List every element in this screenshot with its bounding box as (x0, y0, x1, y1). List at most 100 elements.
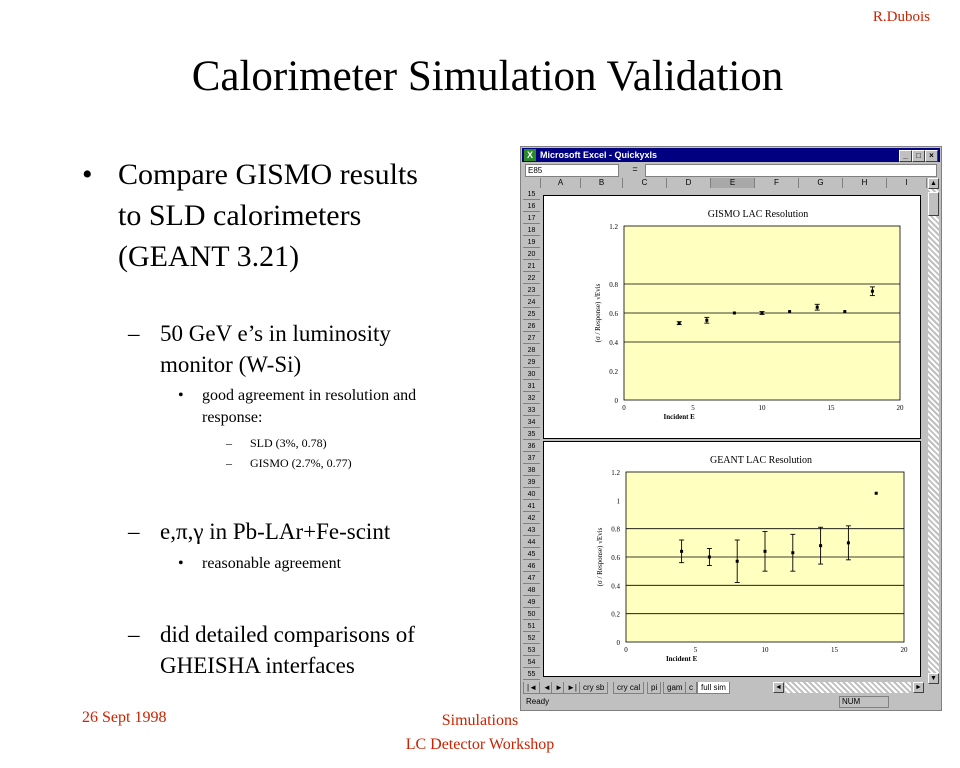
scroll-thumb[interactable] (928, 192, 939, 216)
column-header[interactable]: F (755, 178, 799, 188)
sheet-tab[interactable]: pi (647, 682, 662, 694)
sub-bullet-luminosity: 50 GeV e’s in luminosity monitor (W-Si) (160, 318, 391, 380)
sub-bullet-particles: e,π,γ in Pb-LAr+Fe-scint (160, 519, 391, 544)
sheet-tab[interactable]: cry sb (579, 682, 609, 694)
row-header[interactable]: 28 (523, 345, 540, 356)
row-header[interactable]: 46 (523, 561, 540, 572)
status-ready: Ready (526, 697, 550, 706)
row-header[interactable]: 18 (523, 225, 540, 236)
column-header[interactable]: C (623, 178, 667, 188)
data-point (819, 544, 823, 548)
y-tick-label: 0.4 (611, 582, 620, 590)
data-point (791, 551, 795, 555)
close-button[interactable]: × (925, 150, 938, 162)
row-header[interactable]: 51 (523, 621, 540, 632)
y-tick-label: 0.6 (609, 310, 618, 318)
row-header[interactable]: 30 (523, 369, 540, 380)
row-header[interactable]: 21 (523, 261, 540, 272)
row-header[interactable]: 34 (523, 417, 540, 428)
row-header[interactable]: 38 (523, 465, 540, 476)
row-header[interactable]: 47 (523, 573, 540, 584)
footer-event-line1: Simulations (441, 712, 519, 729)
row-header[interactable]: 23 (523, 285, 540, 296)
hscroll-right-button[interactable]: ► (913, 682, 924, 693)
data-point (735, 559, 739, 563)
detail-agreement: good agreement in resolution and respons… (202, 385, 416, 429)
row-header[interactable]: 41 (523, 501, 540, 512)
row-header[interactable]: 36 (523, 441, 540, 452)
column-header-active[interactable]: E (711, 178, 755, 188)
row-header[interactable]: 27 (523, 333, 540, 344)
row-header[interactable]: 52 (523, 633, 540, 644)
column-header[interactable]: D (667, 178, 711, 188)
x-axis-label: Incident E (666, 655, 698, 663)
y-tick-label: 0.6 (611, 554, 620, 562)
main-bullet-line: to SLD calorimeters (118, 199, 362, 232)
row-header[interactable]: 29 (523, 357, 540, 368)
row-header[interactable]: 40 (523, 489, 540, 500)
maximize-button[interactable]: □ (912, 150, 925, 162)
row-header[interactable]: 43 (523, 525, 540, 536)
sheet-tab-active[interactable]: full sim (697, 682, 730, 694)
row-header[interactable]: 35 (523, 429, 540, 440)
y-tick-label: 1 (617, 497, 621, 505)
chart-title: GEANT LAC Resolution (710, 455, 812, 466)
sub-bullet-line: monitor (W-Si) (160, 352, 302, 377)
row-header[interactable]: 48 (523, 585, 540, 596)
row-header[interactable]: 55 (523, 669, 540, 680)
excel-window-title: Microsoft Excel - Quickyxls (540, 150, 658, 160)
formula-bar[interactable] (645, 164, 937, 177)
x-tick-label: 15 (828, 404, 836, 412)
row-header[interactable]: 17 (523, 213, 540, 224)
gismo-resolution-chart: GISMO LAC Resolution 0 0.2 0.4 0.6 0.8 1.2 0 5 10… (594, 209, 904, 421)
row-header[interactable]: 24 (523, 297, 540, 308)
sheet-tab[interactable]: gam (663, 682, 687, 694)
row-header[interactable]: 16 (523, 201, 540, 212)
row-header[interactable]: 33 (523, 405, 540, 416)
row-header[interactable]: 22 (523, 273, 540, 284)
row-header[interactable]: 31 (523, 381, 540, 392)
row-header[interactable]: 53 (523, 645, 540, 656)
row-header[interactable]: 42 (523, 513, 540, 524)
column-header[interactable]: I (887, 178, 927, 188)
sheet-tab[interactable]: c (685, 682, 697, 694)
row-header[interactable]: 19 (523, 237, 540, 248)
data-point (707, 555, 711, 559)
horizontal-scrollbar-track[interactable] (785, 682, 911, 693)
row-header[interactable]: 45 (523, 549, 540, 560)
sheet-tab[interactable]: cry cal (613, 682, 645, 694)
row-header[interactable]: 20 (523, 249, 540, 260)
gismo-item: GISMO (2.7%, 0.77) (250, 456, 352, 470)
x-tick-label: 0 (622, 404, 626, 412)
row-header[interactable]: 32 (523, 393, 540, 404)
select-all-corner[interactable] (523, 178, 541, 188)
chart-panel-gismo[interactable]: GISMO LAC Resolution 0 0.2 0.4 0.6 0.8 1.2 0 5 10… (543, 195, 921, 439)
geant-resolution-chart: GEANT LAC Resolution 0 0.2 0.4 0.6 0.8 1 1.2 0 5 1… (596, 455, 908, 663)
scroll-up-button[interactable]: ▲ (928, 178, 939, 189)
row-header[interactable]: 49 (523, 597, 540, 608)
hscroll-left-button[interactable]: ◄ (773, 682, 784, 693)
row-header[interactable]: 26 (523, 321, 540, 332)
name-box[interactable]: E85 (525, 164, 619, 177)
minimize-button[interactable]: _ (899, 150, 912, 162)
row-header[interactable]: 39 (523, 477, 540, 488)
row-header[interactable]: 37 (523, 453, 540, 464)
row-header[interactable]: 44 (523, 537, 540, 548)
row-header[interactable]: 15 (523, 189, 540, 200)
column-header[interactable]: H (843, 178, 887, 188)
y-axis-label: (σ / Response) √Evis (594, 283, 602, 342)
scroll-down-button[interactable]: ▼ (928, 673, 939, 684)
sub-bullet-line: 50 GeV e’s in luminosity (160, 321, 391, 346)
column-header[interactable]: B (581, 178, 623, 188)
detail-line: response: (202, 409, 263, 426)
formula-equals-button[interactable]: = (632, 164, 638, 174)
main-bullet: Compare GISMO results to SLD calorimeter… (118, 154, 418, 277)
chart-panel-geant[interactable]: GEANT LAC Resolution 0 0.2 0.4 0.6 0.8 1 1.2 0 5 1… (543, 441, 921, 677)
row-header[interactable]: 50 (523, 609, 540, 620)
column-header[interactable]: A (541, 178, 581, 188)
vertical-scrollbar[interactable]: ▲ ▼ (928, 178, 939, 684)
row-header[interactable]: 25 (523, 309, 540, 320)
row-header[interactable]: 54 (523, 657, 540, 668)
column-header[interactable]: G (799, 178, 843, 188)
status-num-indicator: NUM (839, 696, 889, 708)
